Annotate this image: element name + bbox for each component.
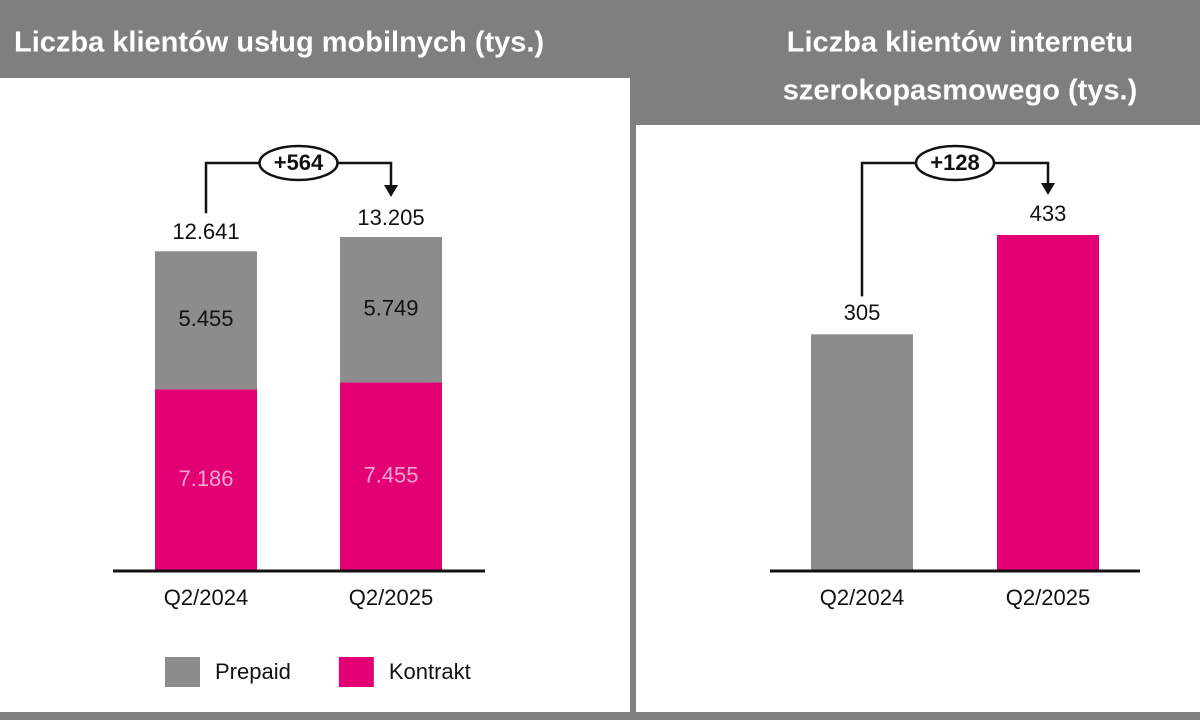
chart-title: Liczba klientów usług mobilnych (tys.) (14, 27, 544, 59)
bar (811, 334, 913, 571)
x-tick-label: Q2/2025 (349, 585, 433, 610)
bar-segment (340, 237, 442, 383)
bar-segment (155, 251, 257, 390)
bar-segment (340, 382, 442, 571)
panel-left (0, 78, 630, 712)
data-label: 7.186 (178, 466, 233, 491)
data-label: 5.455 (178, 306, 233, 331)
change-label: +128 (930, 150, 980, 175)
data-label: 5.749 (363, 296, 418, 321)
chart-title: szerokopasmowego (tys.) (783, 75, 1138, 107)
change-oval (258, 144, 339, 182)
change-label: +564 (274, 150, 324, 175)
arrow-head (384, 185, 398, 198)
x-tick-label: Q2/2025 (1006, 585, 1090, 610)
panel-right (636, 125, 1200, 712)
legend-swatch (338, 657, 374, 687)
data-label: 305 (844, 300, 881, 325)
data-label: 433 (1030, 201, 1067, 226)
data-label: 7.455 (363, 463, 418, 488)
x-tick-label: Q2/2024 (820, 585, 904, 610)
legend-label: Prepaid (215, 659, 291, 684)
x-tick-label: Q2/2024 (164, 585, 248, 610)
chart-title: Liczba klientów internetu (787, 27, 1133, 59)
total-label: 13.205 (357, 205, 424, 230)
legend-swatch (165, 657, 200, 687)
change-oval (914, 144, 996, 182)
bar (997, 235, 1099, 571)
total-label: 12.641 (172, 219, 239, 244)
legend-label: Kontrakt (389, 659, 471, 684)
bar-segment (155, 389, 257, 571)
arrow-head (1041, 183, 1055, 195)
